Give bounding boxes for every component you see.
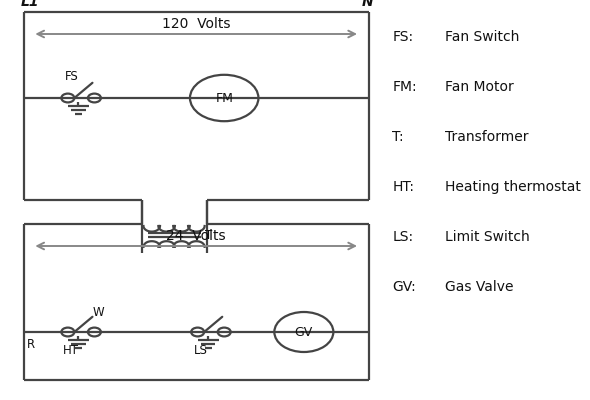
Text: HT: HT [63,344,79,357]
Text: FS:: FS: [392,30,414,44]
Text: 24  Volts: 24 Volts [166,229,226,243]
Text: GV:: GV: [392,280,416,294]
Text: W: W [93,306,104,319]
Text: 120  Volts: 120 Volts [162,17,231,31]
Text: Transformer: Transformer [445,130,529,144]
Text: HT:: HT: [392,180,414,194]
Text: LS:: LS: [392,230,414,244]
Text: R: R [27,338,35,351]
Text: L1: L1 [21,0,39,9]
Text: T:: T: [392,130,404,144]
Text: FS: FS [65,70,78,83]
Text: Heating thermostat: Heating thermostat [445,180,581,194]
Text: LS: LS [194,344,208,357]
Text: FM: FM [215,92,233,104]
Text: Fan Switch: Fan Switch [445,30,520,44]
Text: GV: GV [295,326,313,338]
Text: Gas Valve: Gas Valve [445,280,514,294]
Text: Limit Switch: Limit Switch [445,230,530,244]
Text: Fan Motor: Fan Motor [445,80,514,94]
Text: N: N [362,0,373,9]
Text: T: T [205,229,212,242]
Text: FM:: FM: [392,80,417,94]
